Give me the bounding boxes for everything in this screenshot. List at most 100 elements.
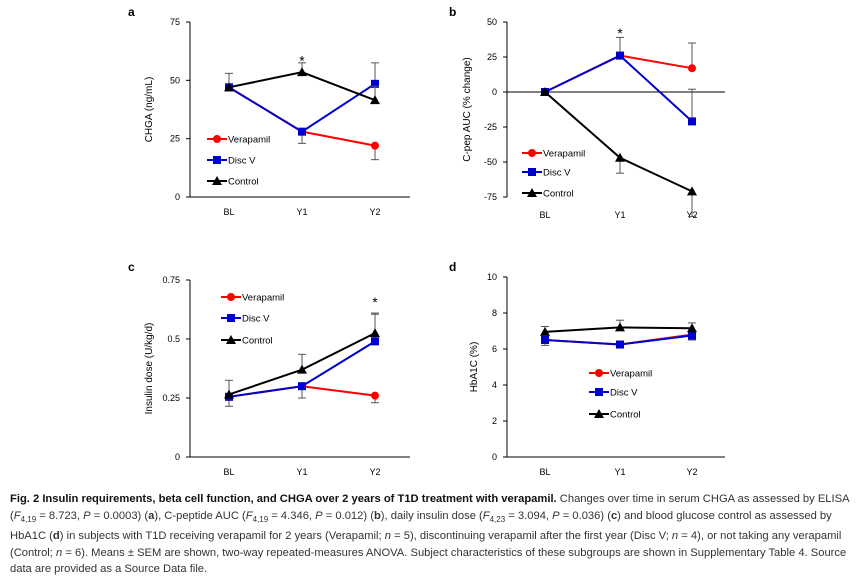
y-tick-label: -50 bbox=[484, 157, 497, 167]
data-point bbox=[371, 337, 379, 346]
y-tick-label: 6 bbox=[492, 344, 497, 354]
data-point bbox=[540, 87, 550, 96]
figure-canvas: a 0 25 50 75 CHGA (ng/mL) BL Y1 Y2 * Verapamil Disc… bbox=[128, 5, 725, 477]
x-tick-label: BL bbox=[223, 467, 234, 477]
significance-star: * bbox=[617, 25, 623, 41]
panel-label: c bbox=[128, 260, 135, 274]
legend-marker bbox=[226, 335, 236, 344]
legend: Verapamil Disc V Control bbox=[221, 293, 284, 347]
chart-panel-c: c 0 0.25 0.5 0.75 Insulin dose (U/kg/d) BL Y1 Y2… bbox=[128, 260, 410, 477]
legend-item: Verapamil bbox=[522, 149, 585, 160]
legend-label: Verapamil bbox=[610, 369, 652, 380]
x-tick-label: Y1 bbox=[296, 207, 307, 217]
legend-item: Disc V bbox=[207, 156, 256, 167]
significance-star: * bbox=[299, 52, 305, 68]
legend-marker bbox=[212, 176, 222, 185]
data-point bbox=[616, 340, 624, 349]
data-point bbox=[688, 64, 696, 73]
data-point bbox=[615, 152, 625, 162]
legend-item: Control bbox=[207, 176, 259, 188]
data-point bbox=[541, 336, 549, 344]
data-point bbox=[370, 95, 380, 105]
legend-marker bbox=[528, 168, 536, 176]
x-tick-label: BL bbox=[539, 467, 550, 477]
data-point bbox=[224, 82, 234, 92]
panel-label: a bbox=[128, 5, 135, 19]
panel-label: d bbox=[449, 260, 456, 274]
y-tick-label: 0 bbox=[492, 452, 497, 462]
legend-label: Verapamil bbox=[543, 149, 585, 160]
x-tick-label: BL bbox=[539, 210, 550, 220]
series-control bbox=[224, 313, 380, 399]
series-line bbox=[544, 54, 693, 93]
data-point bbox=[687, 323, 697, 333]
legend-marker bbox=[595, 369, 603, 377]
series-line bbox=[228, 71, 376, 102]
legend-item: Verapamil bbox=[589, 369, 652, 380]
data-point bbox=[616, 51, 624, 60]
series-control bbox=[540, 87, 697, 218]
legend-item: Verapamil bbox=[207, 135, 270, 146]
legend-item: Disc V bbox=[221, 314, 270, 325]
series-control bbox=[540, 319, 697, 336]
legend-marker bbox=[227, 293, 235, 301]
y-tick-label: 25 bbox=[487, 52, 497, 62]
data-point bbox=[688, 117, 696, 126]
x-tick-label: Y1 bbox=[614, 210, 625, 220]
data-point bbox=[298, 382, 306, 391]
data-point bbox=[540, 326, 550, 336]
legend-label: Control bbox=[242, 336, 273, 347]
y-tick-label: 4 bbox=[492, 380, 497, 390]
y-tick-label: 8 bbox=[492, 308, 497, 318]
legend-label: Disc V bbox=[610, 388, 638, 399]
x-tick-label: BL bbox=[223, 207, 234, 217]
legend-item: Verapamil bbox=[221, 293, 284, 304]
y-axis-label: HbA1C (%) bbox=[469, 342, 480, 393]
legend-label: Control bbox=[543, 189, 574, 200]
data-point bbox=[298, 127, 306, 136]
series-disc-v bbox=[541, 51, 696, 126]
x-tick-label: Y2 bbox=[369, 207, 380, 217]
series-disc-v bbox=[541, 330, 696, 349]
series-control bbox=[224, 62, 380, 105]
x-tick-label: Y2 bbox=[369, 467, 380, 477]
y-axis-label: C-pep AUC (% change) bbox=[462, 57, 473, 162]
legend-item: Disc V bbox=[522, 168, 571, 179]
legend: Verapamil Disc V Control bbox=[589, 369, 652, 421]
series-verapamil bbox=[225, 83, 379, 161]
legend-marker bbox=[227, 314, 235, 322]
y-tick-label: 50 bbox=[170, 75, 180, 85]
x-tick-label: Y1 bbox=[296, 467, 307, 477]
y-tick-label: 0.5 bbox=[167, 334, 180, 344]
x-tick-label: Y1 bbox=[614, 467, 625, 477]
legend-label: Disc V bbox=[242, 314, 270, 325]
series-verapamil bbox=[541, 36, 696, 96]
legend-item: Disc V bbox=[589, 388, 638, 399]
data-point bbox=[687, 186, 697, 196]
y-tick-label: -75 bbox=[484, 192, 497, 202]
y-tick-label: -25 bbox=[484, 122, 497, 132]
figure-caption: Fig. 2 Insulin requirements, beta cell f… bbox=[10, 491, 855, 578]
significance-star: * bbox=[372, 294, 378, 310]
chart-panel-d: d 0 2 4 6 8 10 HbA1C (%) BL Y1 Y2 Verapamil Disc V Co… bbox=[449, 260, 725, 477]
legend-label: Verapamil bbox=[228, 135, 270, 146]
legend-label: Disc V bbox=[228, 156, 256, 167]
y-tick-label: 0.25 bbox=[162, 393, 180, 403]
legend: Verapamil Disc V Control bbox=[207, 135, 270, 188]
legend-marker bbox=[594, 409, 604, 418]
data-point bbox=[370, 328, 380, 338]
data-point bbox=[371, 141, 379, 150]
legend: Verapamil Disc V Control bbox=[522, 149, 585, 200]
panel-label: b bbox=[449, 5, 456, 19]
data-point bbox=[297, 364, 307, 374]
y-tick-label: 75 bbox=[170, 17, 180, 27]
legend-marker bbox=[528, 149, 536, 157]
y-tick-label: 0 bbox=[175, 452, 180, 462]
legend-marker bbox=[213, 135, 221, 143]
data-point bbox=[371, 391, 379, 400]
y-tick-label: 0 bbox=[175, 192, 180, 202]
data-point bbox=[615, 322, 625, 332]
chart-panel-a: a 0 25 50 75 CHGA (ng/mL) BL Y1 Y2 * Verapamil Disc… bbox=[128, 5, 410, 217]
caption-title: Fig. 2 Insulin requirements, beta cell f… bbox=[10, 493, 557, 505]
